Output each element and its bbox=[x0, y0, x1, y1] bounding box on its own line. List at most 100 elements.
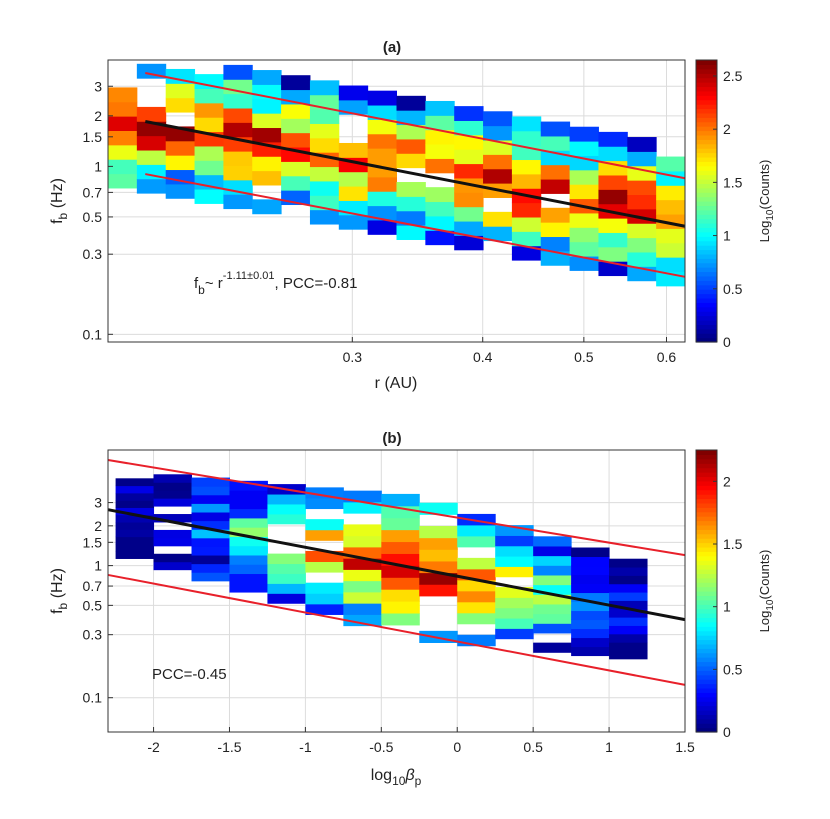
colorbar-segment bbox=[696, 718, 717, 724]
heatmap-cell bbox=[367, 133, 397, 149]
heatmap-cell bbox=[229, 564, 268, 575]
colorbar-segment bbox=[696, 196, 717, 202]
heatmap-cell bbox=[483, 226, 513, 242]
heatmap-cell bbox=[598, 218, 628, 233]
colorbar-segment bbox=[696, 315, 717, 321]
colorbar-segment bbox=[696, 696, 717, 702]
heatmap-cell bbox=[223, 108, 253, 123]
heatmap-cell bbox=[194, 189, 224, 204]
heatmap-cell bbox=[309, 123, 340, 139]
colorbar-segment bbox=[696, 121, 717, 127]
heatmap-cell bbox=[571, 565, 610, 576]
heatmap-cell bbox=[191, 503, 230, 513]
heatmap-cell bbox=[267, 563, 306, 574]
colorbar-segment bbox=[696, 156, 717, 162]
heatmap-cell bbox=[165, 83, 196, 99]
heatmap-cell bbox=[343, 501, 382, 514]
heatmap-cell bbox=[609, 642, 648, 651]
colorbar-segment bbox=[696, 670, 717, 676]
colorbar-segment bbox=[696, 498, 717, 504]
panel-b-y-ticks: 0.1 0.3 0.5 0.7 1 1.52 3 bbox=[83, 495, 113, 706]
heatmap-cell bbox=[338, 142, 369, 158]
heatmap-cell bbox=[571, 592, 610, 603]
heatmap-cell bbox=[656, 199, 686, 215]
heatmap-cell bbox=[381, 613, 420, 626]
colorbar-segment bbox=[696, 77, 717, 83]
colorbar-segment bbox=[696, 152, 717, 158]
heatmap-cell bbox=[419, 537, 458, 550]
heatmap-cell bbox=[454, 192, 484, 208]
heatmap-cell bbox=[419, 549, 458, 562]
colorbar-segment bbox=[696, 187, 717, 193]
heatmap-cell bbox=[396, 153, 426, 169]
colorbar-segment bbox=[696, 476, 717, 482]
heatmap-cell bbox=[598, 189, 628, 205]
heatmap-cell bbox=[483, 111, 513, 127]
x-tick-label: 0 bbox=[453, 739, 461, 755]
colorbar-segment bbox=[696, 652, 717, 658]
colorbar-segment bbox=[696, 245, 717, 251]
heatmap-cell bbox=[511, 130, 542, 146]
colorbar-segment bbox=[696, 143, 717, 149]
colorbar-segment bbox=[696, 467, 717, 473]
heatmap-cell bbox=[165, 155, 196, 171]
colorbar-segment bbox=[696, 262, 717, 268]
colorbar-tick-label: 1 bbox=[723, 599, 731, 615]
heatmap-cell bbox=[229, 545, 268, 556]
colorbar-segment bbox=[696, 148, 717, 154]
colorbar-segment bbox=[696, 82, 717, 88]
colorbar-segment bbox=[696, 577, 717, 583]
colorbar-frame bbox=[695, 449, 718, 733]
heatmap-cell bbox=[191, 486, 230, 496]
colorbar-segment bbox=[696, 582, 717, 588]
heatmap-cell bbox=[495, 525, 534, 536]
colorbar-segment bbox=[696, 723, 717, 729]
colorbar-segment bbox=[696, 165, 717, 171]
heatmap-cell bbox=[483, 211, 513, 227]
heatmap-cell bbox=[511, 202, 542, 218]
heatmap-cell bbox=[396, 110, 426, 126]
heatmap-cell bbox=[367, 148, 397, 164]
y-tick-label: 1.5 bbox=[83, 129, 103, 145]
heatmap-cell bbox=[305, 497, 344, 510]
heatmap-cell bbox=[495, 545, 534, 557]
bound-line bbox=[107, 459, 686, 557]
heatmap-cell bbox=[627, 151, 657, 167]
heatmap-cell bbox=[229, 536, 268, 547]
heatmap-cell bbox=[454, 163, 484, 179]
panel-b-colorbar: 0 0.5 1 1.5 2 bbox=[695, 449, 743, 740]
heatmap-cell bbox=[533, 584, 572, 595]
heatmap-cell bbox=[191, 529, 230, 539]
colorbar-segment bbox=[696, 60, 717, 66]
colorbar-segment bbox=[696, 178, 717, 184]
heatmap-cell bbox=[229, 554, 268, 565]
x-tick-label: -1 bbox=[299, 739, 312, 755]
heatmap-cell bbox=[609, 633, 648, 643]
heatmap-cell bbox=[309, 80, 340, 96]
heatmap-cell bbox=[454, 106, 484, 121]
colorbar-segment bbox=[696, 661, 717, 667]
heatmap-cell bbox=[540, 179, 571, 194]
heatmap-cell bbox=[165, 97, 196, 113]
colorbar-segment bbox=[696, 560, 717, 566]
heatmap-cell bbox=[425, 201, 455, 217]
heatmap-cell bbox=[609, 592, 648, 601]
heatmap-cell bbox=[223, 122, 253, 138]
colorbar-segment bbox=[696, 306, 717, 312]
heatmap-cell bbox=[229, 480, 268, 491]
y-tick-label: 2 bbox=[94, 108, 102, 124]
heatmap-cell bbox=[165, 68, 196, 84]
colorbar-segment bbox=[696, 564, 717, 570]
heatmap-cell bbox=[419, 526, 458, 539]
heatmap-cell bbox=[540, 135, 571, 151]
colorbar-segment bbox=[696, 568, 717, 574]
heatmap-cell bbox=[533, 536, 572, 547]
heatmap-cell bbox=[267, 593, 306, 604]
heatmap-cell bbox=[425, 158, 455, 174]
heatmap-cell bbox=[533, 565, 572, 576]
heatmap-cell bbox=[457, 557, 496, 570]
heatmap-cell bbox=[569, 126, 599, 142]
y-tick-label: 0.7 bbox=[83, 184, 103, 200]
heatmap-cell bbox=[115, 514, 155, 523]
